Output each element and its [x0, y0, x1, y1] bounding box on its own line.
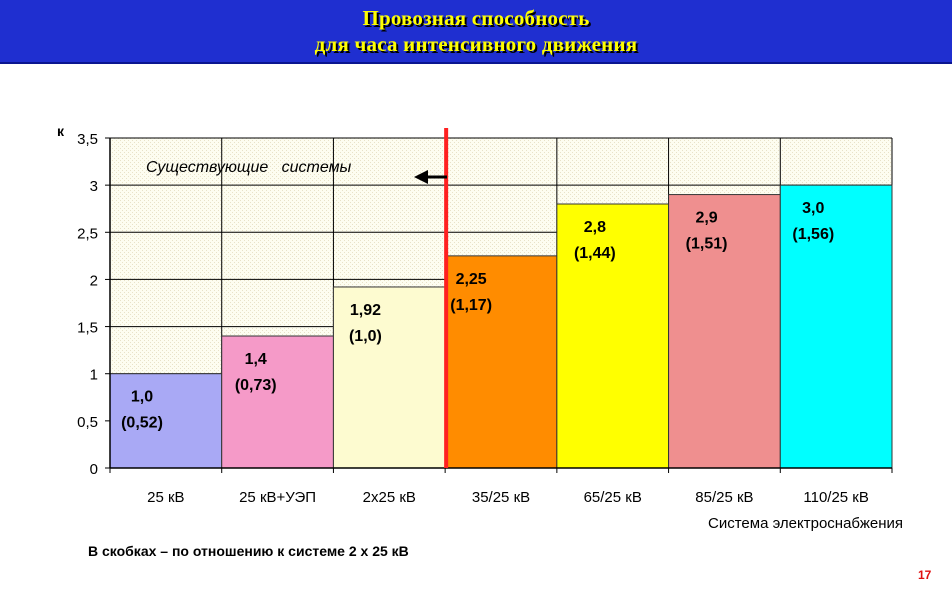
- x-tick-label: 85/25 кВ: [695, 489, 753, 506]
- data-label-value: 2,25: [456, 271, 487, 288]
- data-label-value: 1,92: [350, 302, 381, 319]
- page-number: 17: [918, 568, 932, 582]
- y-tick-label: 3: [90, 178, 98, 195]
- x-tick-label: 65/25 кВ: [584, 489, 642, 506]
- data-label-value: 1,0: [131, 389, 153, 406]
- y-axis-label: к: [57, 123, 65, 139]
- data-label-relative: (1,51): [686, 236, 728, 253]
- bar-7: [779, 184, 893, 469]
- data-label-relative: (1,17): [450, 297, 492, 314]
- data-label-value: 3,0: [802, 200, 824, 217]
- data-label-relative: (0,73): [235, 377, 277, 394]
- data-label-relative: (0,52): [121, 415, 163, 432]
- data-label-relative: (1,0): [349, 328, 382, 345]
- x-tick-label: 2х25 кВ: [363, 489, 416, 506]
- y-tick-label: 2,5: [77, 225, 98, 242]
- x-axis-label: Система электроснабжения: [708, 515, 903, 532]
- x-tick-label: 25 кВ+УЭП: [239, 489, 316, 506]
- bar-3: [332, 286, 446, 469]
- x-tick-label: 35/25 кВ: [472, 489, 530, 506]
- bar-2: [221, 335, 334, 469]
- data-label-relative: (1,44): [574, 245, 616, 262]
- x-tick-label: 110/25 кВ: [803, 489, 869, 506]
- left-arrow-icon: [414, 170, 447, 184]
- existing-systems-annotation: Существующие системы: [146, 159, 352, 176]
- y-tick-label: 1,5: [77, 320, 98, 337]
- y-tick-label: 2: [90, 272, 98, 289]
- y-tick-label: 1: [90, 367, 98, 384]
- data-label-value: 2,8: [584, 219, 606, 236]
- data-label-relative: (1,56): [792, 226, 834, 243]
- title-banner: Провозная способность для часа интенсивн…: [0, 0, 952, 64]
- bar-4: [444, 255, 558, 469]
- y-tick-label: 0,5: [77, 414, 98, 431]
- x-tick-label: 25 кВ: [147, 489, 184, 506]
- data-label-value: 1,4: [245, 351, 267, 368]
- y-tick-label: 3,5: [77, 131, 98, 148]
- bar-5: [556, 203, 670, 469]
- title-line-1: Провозная способность: [362, 6, 590, 30]
- data-label-value: 2,9: [695, 210, 717, 227]
- y-tick-label: 0: [90, 461, 98, 478]
- footnote: В скобках – по отношению к системе 2 х 2…: [88, 543, 409, 559]
- title-line-2: для часа интенсивного движения: [314, 32, 638, 56]
- bar-6: [668, 194, 781, 469]
